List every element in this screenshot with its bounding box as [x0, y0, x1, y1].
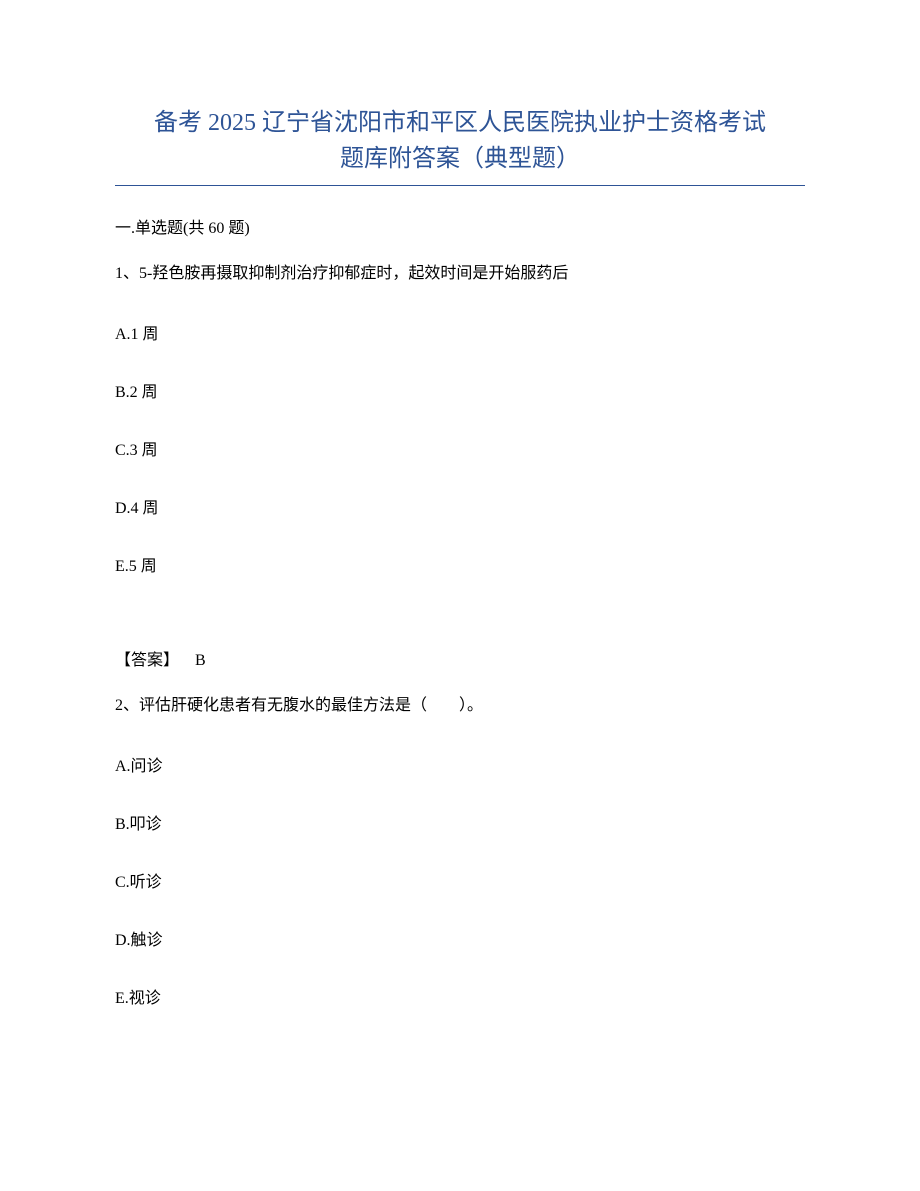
- title-divider: [115, 185, 805, 186]
- question-1-option-a: A.1 周: [115, 320, 805, 344]
- question-2-option-e: E.视诊: [115, 984, 805, 1008]
- question-1-answer: 【答案】 B: [115, 646, 805, 670]
- question-2-option-c: C.听诊: [115, 868, 805, 892]
- question-2-text: 2、评估肝硬化患者有无腹水的最佳方法是（ ）。: [115, 694, 805, 718]
- question-2-number: 2、: [115, 697, 139, 714]
- question-1-option-c: C.3 周: [115, 436, 805, 460]
- document-title: 备考 2025 辽宁省沈阳市和平区人民医院执业护士资格考试 题库附答案（典型题）: [115, 105, 805, 177]
- question-1-option-b: B.2 周: [115, 378, 805, 402]
- answer-label-text: 【答案】: [115, 646, 179, 670]
- title-line-1: 备考 2025 辽宁省沈阳市和平区人民医院执业护士资格考试: [154, 110, 766, 136]
- title-line-2: 题库附答案（典型题）: [340, 146, 580, 172]
- question-1-body: 5-羟色胺再摄取抑制剂治疗抑郁症时，起效时间是开始服药后: [139, 265, 568, 282]
- question-2-option-a: A.问诊: [115, 752, 805, 776]
- section-header: 一.单选题(共 60 题): [115, 214, 805, 238]
- answer-value: B: [195, 652, 206, 669]
- question-1-option-d: D.4 周: [115, 494, 805, 518]
- question-1-option-e: E.5 周: [115, 552, 805, 576]
- question-1-number: 1、: [115, 265, 139, 282]
- question-1-text: 1、5-羟色胺再摄取抑制剂治疗抑郁症时，起效时间是开始服药后: [115, 262, 805, 286]
- question-2-body: 评估肝硬化患者有无腹水的最佳方法是（ ）。: [139, 697, 483, 714]
- question-2-option-d: D.触诊: [115, 926, 805, 950]
- question-2-option-b: B.叩诊: [115, 810, 805, 834]
